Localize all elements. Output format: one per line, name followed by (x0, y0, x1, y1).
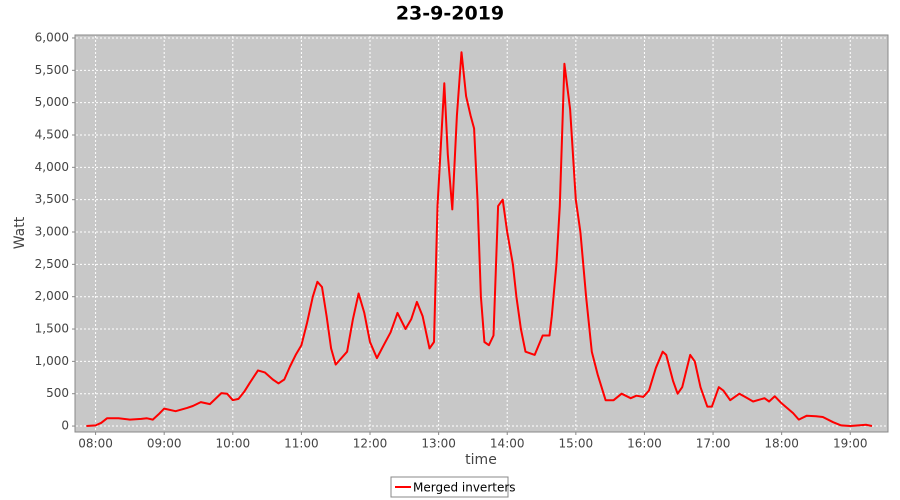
y-axis-label: Watt (12, 216, 28, 249)
x-tick-label: 14:00 (490, 437, 525, 451)
chart-title: 23-9-2019 (396, 3, 504, 25)
y-tick-label: 2,500 (35, 257, 69, 271)
y-tick-label: 5,000 (35, 95, 69, 109)
line (86, 51, 873, 427)
x-tick-label: 16:00 (627, 437, 662, 451)
y-tick-label: 3,500 (35, 192, 69, 206)
y-tick-label: 6,000 (35, 30, 69, 44)
x-tick-label: 18:00 (764, 437, 799, 451)
y-tick-label: 500 (46, 386, 69, 400)
x-tick-label: 09:00 (147, 437, 182, 451)
y-tick-label: 1,500 (35, 322, 69, 336)
y-tick-label: 0 (61, 419, 69, 433)
legend-box (390, 476, 509, 498)
y-tick-label: 3,000 (35, 225, 69, 239)
plot-area (74, 34, 889, 433)
x-tick-label: 08:00 (78, 437, 113, 451)
x-axis-label: time (465, 452, 497, 468)
x-tick-label: 13:00 (421, 437, 456, 451)
y-tick-label: 4,000 (35, 160, 69, 174)
legend-label: Merged inverters (413, 481, 516, 495)
x-tick-label: 12:00 (353, 437, 388, 451)
x-tick-label: 10:00 (216, 437, 251, 451)
x-tick-label: 15:00 (559, 437, 594, 451)
x-tick-label: 17:00 (696, 437, 731, 451)
y-tick-label: 5,500 (35, 63, 69, 77)
y-tick-label: 1,000 (35, 354, 69, 368)
x-tick-label: 11:00 (284, 437, 319, 451)
y-tick-label: 4,500 (35, 127, 69, 141)
x-tick-label: 19:00 (833, 437, 868, 451)
y-tick-label: 2,000 (35, 289, 69, 303)
